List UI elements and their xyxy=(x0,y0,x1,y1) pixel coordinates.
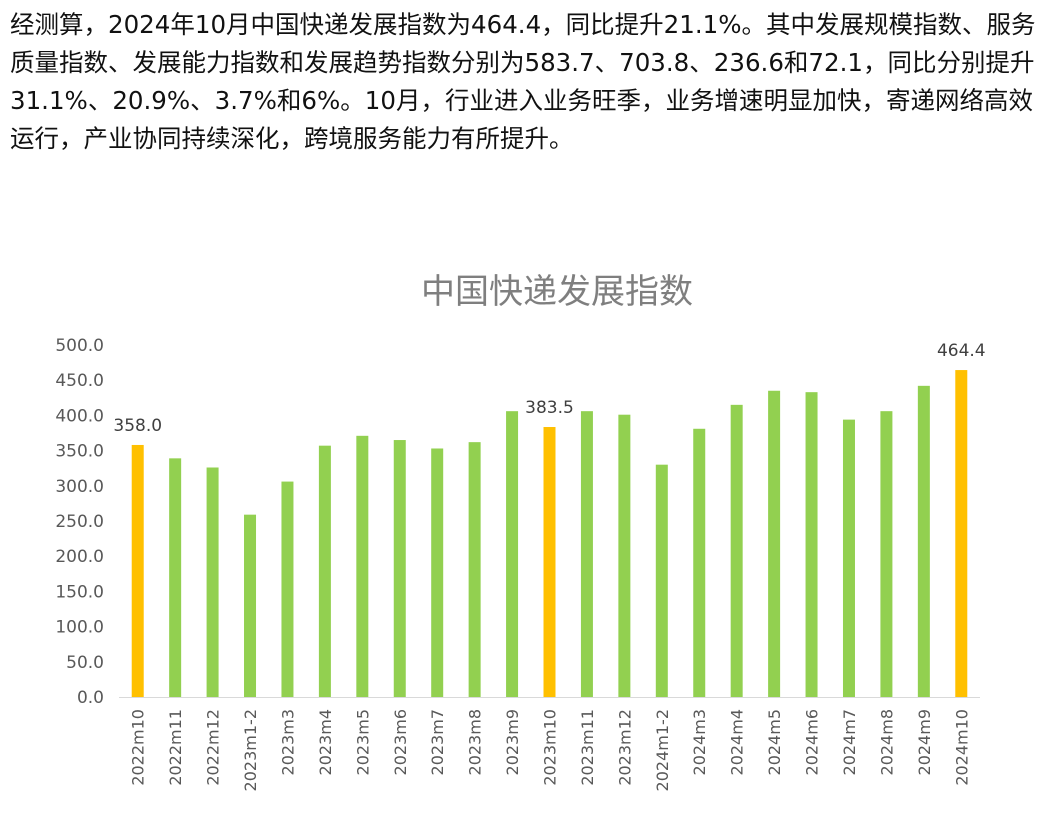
x-tick-label: 2024m4 xyxy=(728,709,747,775)
y-tick-label: 100.0 xyxy=(55,618,104,638)
bar-2023m5 xyxy=(356,435,369,697)
bars xyxy=(131,370,968,697)
y-axis: 0.0 50.0 100.0 150.0 200.0 250.0 300.0 350.0 400… xyxy=(55,336,104,708)
y-tick-label: 450.0 xyxy=(55,371,104,391)
bar-2023m10 xyxy=(543,427,556,697)
bar-2024m1-2 xyxy=(655,464,668,697)
x-tick-label: 2022m11 xyxy=(166,709,185,786)
x-tick-label: 2024m5 xyxy=(765,709,784,775)
bar-2024m10 xyxy=(955,370,968,697)
bar-2024m7 xyxy=(842,419,855,697)
x-tick-label: 2023m11 xyxy=(578,709,597,786)
x-tick-label: 2023m7 xyxy=(428,709,447,775)
x-tick-label: 2024m6 xyxy=(803,709,822,775)
x-axis: 2022m10 2022m11 2022m12 2023m1-2 2023m3 2023m… xyxy=(129,709,972,791)
bar-2023m11 xyxy=(580,411,593,697)
article-paragraph: 经测算，2024年10月中国快递发展指数为464.4，同比提升21.1%。其中发… xyxy=(10,10,1036,153)
bar-2024m5 xyxy=(768,390,781,697)
bar-2023m7 xyxy=(431,448,444,697)
bar-2023m1-2 xyxy=(244,514,257,697)
bar-2022m11 xyxy=(169,458,182,697)
x-tick-label: 2023m6 xyxy=(391,709,410,775)
bar-2023m8 xyxy=(468,442,481,697)
y-tick-label: 300.0 xyxy=(55,477,104,497)
data-labels: 358.0 383.5 464.4 xyxy=(113,341,985,436)
bar-2022m12 xyxy=(206,467,219,697)
bar-2023m12 xyxy=(618,414,631,697)
bar-2023m6 xyxy=(393,440,406,697)
bar-2022m10 xyxy=(131,444,144,697)
x-tick-label: 2023m8 xyxy=(466,709,485,775)
x-tick-label: 2023m10 xyxy=(541,709,560,786)
y-tick-label: 350.0 xyxy=(55,442,104,462)
x-tick-label: 2024m1-2 xyxy=(653,709,672,791)
x-tick-label: 2022m12 xyxy=(204,709,223,786)
data-label: 358.0 xyxy=(113,416,162,436)
x-tick-label: 2023m5 xyxy=(353,709,372,775)
y-tick-label: 50.0 xyxy=(66,653,104,673)
x-tick-label: 2023m12 xyxy=(615,709,634,786)
y-tick-label: 250.0 xyxy=(55,512,104,532)
x-tick-label: 2023m3 xyxy=(278,709,297,775)
bar-2023m9 xyxy=(506,411,519,697)
y-tick-label: 0.0 xyxy=(77,688,104,708)
x-tick-label: 2022m10 xyxy=(129,709,148,786)
y-tick-label: 500.0 xyxy=(55,336,104,356)
bar-2024m6 xyxy=(805,392,818,697)
bar-2024m3 xyxy=(693,428,706,697)
bar-2024m4 xyxy=(730,404,743,697)
x-tick-label: 2023m4 xyxy=(316,709,335,775)
y-tick-label: 400.0 xyxy=(55,406,104,426)
chart-title: 中国快递发展指数 xyxy=(421,272,693,312)
data-label: 464.4 xyxy=(937,341,986,361)
x-tick-label: 2024m7 xyxy=(840,709,859,775)
x-tick-label: 2023m9 xyxy=(503,709,522,775)
x-tick-label: 2024m3 xyxy=(690,709,709,775)
y-tick-label: 200.0 xyxy=(55,547,104,567)
x-tick-label: 2024m9 xyxy=(915,709,934,775)
bar-2023m4 xyxy=(318,445,331,697)
x-tick-label: 2023m1-2 xyxy=(241,709,260,791)
x-tick-label: 2024m10 xyxy=(952,709,971,786)
data-label: 383.5 xyxy=(525,398,574,418)
x-tick-label: 2024m8 xyxy=(877,709,896,775)
bar-2024m8 xyxy=(880,411,893,697)
bar-2023m3 xyxy=(281,481,294,697)
bar-2024m9 xyxy=(917,385,930,697)
y-tick-label: 150.0 xyxy=(55,582,104,602)
